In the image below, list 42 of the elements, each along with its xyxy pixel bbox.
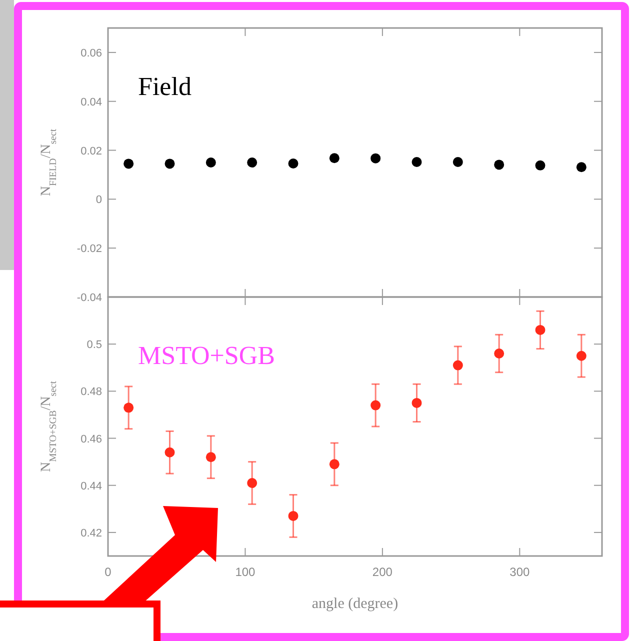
y-tick-label: 0.42 (80, 527, 102, 540)
point (288, 510, 298, 521)
point (124, 158, 134, 169)
y-tick-label: 0.5 (86, 339, 102, 352)
point (164, 447, 175, 458)
point (370, 153, 381, 164)
x-tick-label: 200 (372, 565, 393, 579)
x-tick-label: 100 (235, 565, 256, 579)
point (288, 158, 298, 168)
y-tick-label: 0.48 (80, 386, 102, 398)
point (206, 158, 216, 168)
point (164, 158, 175, 169)
point (452, 157, 463, 167)
point (329, 153, 340, 164)
y-tick-label: 0.44 (80, 480, 102, 492)
x-tick-label: 300 (510, 565, 530, 579)
x-axis-title: angle (degree) (312, 596, 398, 612)
point (370, 400, 381, 410)
y-tick-label: 0.04 (80, 96, 102, 108)
point (412, 157, 422, 167)
point (124, 402, 134, 413)
point (576, 350, 586, 361)
annotation: MSTO+SGB (138, 341, 276, 370)
point (412, 398, 422, 408)
point (535, 324, 546, 335)
point (247, 158, 258, 168)
point (494, 348, 504, 358)
x-tick-label: 0 (104, 565, 112, 579)
y-tick-label: -0.04 (76, 292, 102, 304)
point (494, 160, 504, 170)
point (329, 459, 340, 470)
point (247, 478, 258, 488)
y-tick-label: -0.02 (76, 243, 102, 256)
point (452, 360, 463, 370)
y-tick-label: 0.06 (80, 47, 102, 60)
y-tick-label: 0 (96, 194, 102, 206)
y-tick-label: 0.02 (80, 145, 102, 158)
y-tick-label: 0.46 (80, 433, 102, 446)
annotation: Field (138, 72, 192, 101)
point (576, 162, 586, 172)
point (535, 160, 546, 170)
point (206, 452, 216, 462)
